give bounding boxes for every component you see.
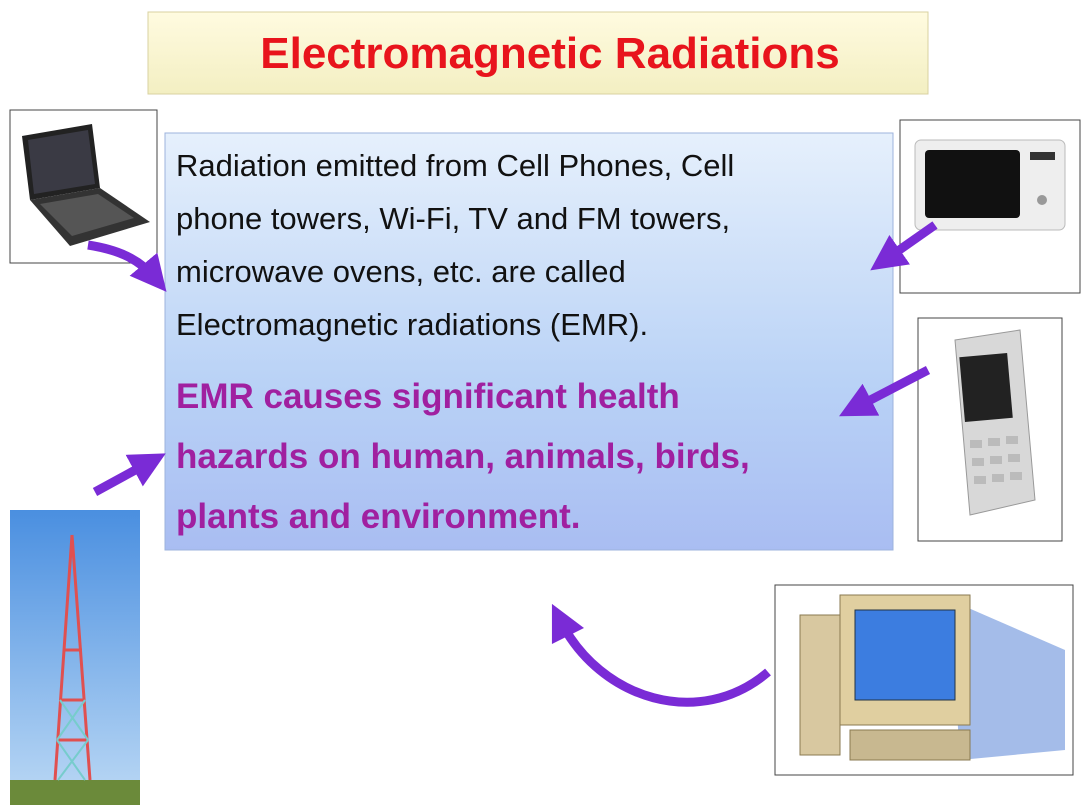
intro-line: Radiation emitted from Cell Phones, Cell bbox=[176, 148, 734, 183]
intro-line: phone towers, Wi-Fi, TV and FM towers, bbox=[176, 201, 730, 236]
warning-line: hazards on human, animals, birds, bbox=[176, 437, 750, 476]
tower-image bbox=[10, 510, 140, 805]
phone-image bbox=[918, 318, 1062, 541]
title: Electromagnetic Radiations bbox=[260, 29, 839, 78]
intro-line: microwave ovens, etc. are called bbox=[176, 254, 626, 289]
slide: Electromagnetic Radiations Radiation emi… bbox=[0, 0, 1083, 805]
microwave-image bbox=[900, 120, 1080, 293]
computer-image bbox=[775, 585, 1073, 775]
warning-line: EMR causes significant health bbox=[176, 377, 680, 416]
warning-line: plants and environment. bbox=[176, 497, 581, 536]
laptop-image bbox=[10, 110, 157, 263]
intro-line: Electromagnetic radiations (EMR). bbox=[176, 307, 648, 342]
